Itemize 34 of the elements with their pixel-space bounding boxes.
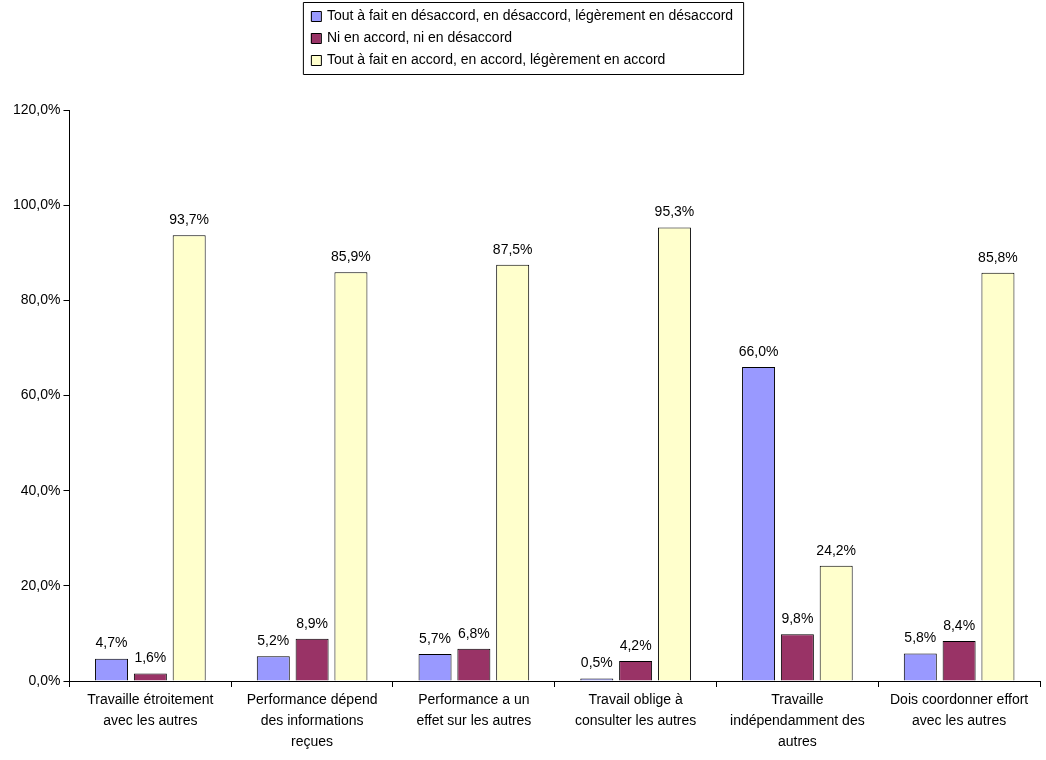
data-label: 87,5% [492, 240, 533, 257]
data-label: 66,0% [738, 342, 779, 359]
legend-label: Ni en accord, ni en désaccord [326, 28, 513, 45]
y-tick-label: 100,0% [13, 196, 61, 213]
data-label: 8,4% [943, 616, 976, 633]
data-label: 95,3% [654, 203, 695, 220]
x-tick-label: Travaille étroitement avec les autres [87, 691, 214, 729]
data-label: 93,7% [169, 211, 210, 227]
data-label: 24,2% [816, 541, 857, 558]
y-tick-label: 60,0% [20, 386, 61, 403]
data-label: 5,8% [904, 629, 937, 646]
data-label: 9,8% [781, 610, 814, 627]
y-tick-label: 40,0% [20, 481, 61, 498]
legend-label: Tout à fait en accord, en accord, légèrement en accord [326, 50, 666, 67]
data-label: 4,7% [95, 634, 128, 651]
data-label: 85,9% [331, 248, 371, 265]
x-tick-label: Dois coordonner effort avec les autres [889, 691, 1029, 729]
x-tick-label: Performance a un effet sur les autres [416, 691, 532, 729]
data-label: 0,5% [580, 654, 613, 671]
data-label: 5,2% [257, 632, 290, 649]
y-tick-label: 120,0% [13, 100, 61, 117]
x-tick-label: Travail oblige à consulter les autres [574, 691, 697, 729]
x-tick-label: Travaille indépendamment des autres [730, 691, 865, 750]
data-label: 85,8% [978, 248, 1018, 265]
data-label: 1,6% [134, 649, 167, 666]
y-tick-label: 0,0% [28, 671, 61, 688]
y-tick-label: 80,0% [20, 291, 61, 308]
data-label: 6,8% [457, 624, 490, 641]
legend-label: Tout à fait en désaccord, en désaccord, légèrement en désaccord [326, 6, 734, 23]
x-tick-label: Performance dépend des informations reçues [246, 691, 378, 750]
y-tick-label: 20,0% [20, 576, 61, 593]
data-label: 8,9% [296, 614, 329, 631]
data-label: 4,2% [619, 636, 652, 653]
data-label: 5,7% [419, 629, 451, 646]
